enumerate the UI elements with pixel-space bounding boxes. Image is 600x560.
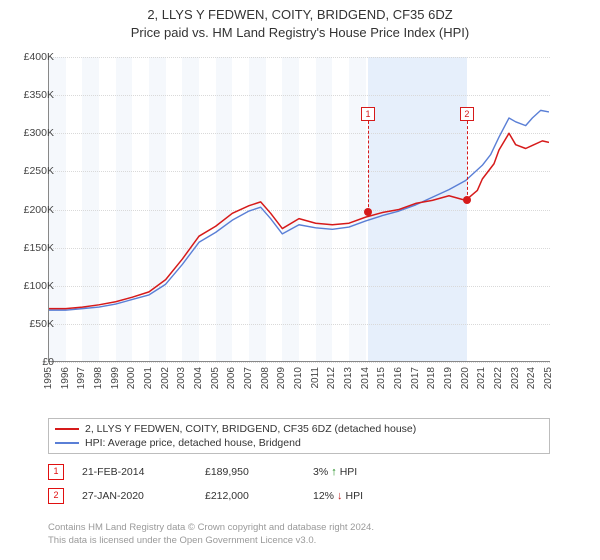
x-tick-label: 1997 [76,367,87,389]
x-tick-label: 1998 [93,367,104,389]
sale-date: 21-FEB-2014 [82,466,187,478]
y-tick-label: £400K [8,51,54,63]
x-tick-label: 2020 [460,367,471,389]
sale-diff: 3%↑HPI [313,466,357,478]
x-tick-label: 1996 [60,367,71,389]
x-tick-label: 2002 [160,367,171,389]
chart-title-line1: 2, LLYS Y FEDWEN, COITY, BRIDGEND, CF35 … [0,6,600,24]
x-tick-label: 2007 [243,367,254,389]
x-tick-label: 1999 [110,367,121,389]
y-tick-label: £300K [8,127,54,139]
x-tick-label: 2014 [360,367,371,389]
y-tick-label: £100K [8,280,54,292]
legend-label: 2, LLYS Y FEDWEN, COITY, BRIDGEND, CF35 … [85,423,416,435]
x-tick-label: 1995 [43,367,54,389]
x-tick-label: 2016 [393,367,404,389]
chart-title-line2: Price paid vs. HM Land Registry's House … [0,24,600,42]
x-tick-label: 2019 [443,367,454,389]
x-tick-label: 2011 [310,367,321,389]
y-tick-label: £200K [8,204,54,216]
y-tick-label: £350K [8,89,54,101]
series-hpi [49,110,549,310]
sale-diff: 12%↓HPI [313,490,363,502]
sale-diff-pct: 12% [313,490,334,502]
x-tick-label: 2012 [326,367,337,389]
footer-line2: This data is licensed under the Open Gov… [48,535,550,548]
footer-line1: Contains HM Land Registry data © Crown c… [48,522,550,535]
legend-label: HPI: Average price, detached house, Brid… [85,437,301,449]
y-tick-label: £50K [8,318,54,330]
x-tick-label: 2003 [176,367,187,389]
sale-point-dot [463,196,471,204]
x-tick-label: 2005 [210,367,221,389]
arrow-down-icon: ↓ [337,491,343,502]
sale-index-box: 1 [48,464,64,480]
arrow-up-icon: ↑ [331,467,337,478]
legend-item: HPI: Average price, detached house, Brid… [55,437,543,449]
x-tick-label: 2004 [193,367,204,389]
x-tick-label: 2017 [410,367,421,389]
legend: 2, LLYS Y FEDWEN, COITY, BRIDGEND, CF35 … [48,418,550,454]
sale-callout-label: 2 [460,107,474,121]
x-tick-label: 2015 [376,367,387,389]
x-tick-label: 2000 [126,367,137,389]
series-property_price [49,133,549,308]
legend-item: 2, LLYS Y FEDWEN, COITY, BRIDGEND, CF35 … [55,423,543,435]
plot-area: 12 [48,57,550,362]
x-tick-label: 2001 [143,367,154,389]
x-tick-label: 2024 [526,367,537,389]
x-tick-label: 2021 [476,367,487,389]
legend-swatch [55,442,79,444]
grid-line [49,362,550,363]
sale-callout-label: 1 [361,107,375,121]
sale-price: £189,950 [205,466,295,478]
x-tick-label: 2022 [493,367,504,389]
x-tick-label: 2010 [293,367,304,389]
y-tick-label: £150K [8,242,54,254]
sale-index-box: 2 [48,488,64,504]
chart-area: 12 £0£50K£100K£150K£200K£250K£300K£350K£… [0,47,560,407]
x-tick-label: 2009 [276,367,287,389]
y-tick-label: £250K [8,165,54,177]
sales-row: 1 21-FEB-2014 £189,950 3%↑HPI [48,464,550,480]
sale-price: £212,000 [205,490,295,502]
sale-point-dot [364,208,372,216]
x-tick-label: 2018 [426,367,437,389]
sale-callout-line [467,121,468,200]
x-tick-label: 2013 [343,367,354,389]
x-tick-label: 2008 [260,367,271,389]
sale-diff-suffix: HPI [346,490,364,502]
sales-row: 2 27-JAN-2020 £212,000 12%↓HPI [48,488,550,504]
legend-swatch [55,428,79,430]
x-tick-label: 2023 [510,367,521,389]
footer-attribution: Contains HM Land Registry data © Crown c… [48,522,550,548]
x-tick-label: 2006 [226,367,237,389]
sale-diff-pct: 3% [313,466,328,478]
sales-table: 121-FEB-2014£189,9503%↑HPI227-JAN-2020£2… [48,464,550,512]
sale-date: 27-JAN-2020 [82,490,187,502]
sale-diff-suffix: HPI [340,466,358,478]
x-tick-label: 2025 [543,367,554,389]
sale-callout-line [368,121,369,212]
series-svg [49,57,549,362]
